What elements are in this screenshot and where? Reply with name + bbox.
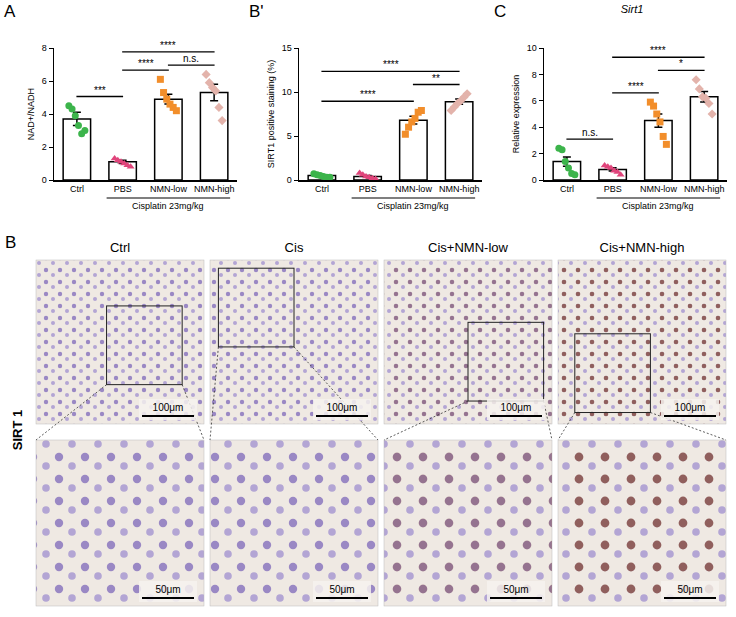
svg-text:100μm: 100μm (675, 402, 706, 413)
svg-text:NMN-low: NMN-low (150, 184, 187, 194)
svg-text:6: 6 (42, 76, 47, 86)
svg-text:Ctrl: Ctrl (560, 184, 574, 194)
svg-text:***: *** (94, 85, 106, 96)
svg-text:0: 0 (532, 175, 537, 185)
svg-text:50μm: 50μm (677, 584, 702, 595)
svg-text:n.s.: n.s. (582, 127, 598, 138)
svg-text:NAD+/NADH: NAD+/NADH (26, 88, 36, 140)
svg-text:Cisplatin 23mg/kg: Cisplatin 23mg/kg (132, 201, 204, 211)
svg-text:PBS: PBS (604, 184, 622, 194)
svg-text:15: 15 (282, 43, 292, 53)
svg-text:NMN-low: NMN-low (640, 184, 677, 194)
svg-text:Ctrl: Ctrl (70, 184, 84, 194)
svg-text:4: 4 (42, 109, 47, 119)
svg-text:NMN-low: NMN-low (395, 184, 432, 194)
svg-text:Cisplatin 23mg/kg: Cisplatin 23mg/kg (377, 201, 449, 211)
svg-text:SIRT1 positive staining (%): SIRT1 positive staining (%) (266, 60, 276, 168)
svg-text:10: 10 (282, 87, 292, 97)
svg-text:100μm: 100μm (327, 402, 358, 413)
svg-text:10: 10 (527, 43, 537, 53)
svg-text:Relative expression: Relative expression (511, 75, 521, 154)
svg-text:50μm: 50μm (329, 584, 354, 595)
svg-text:NMN-high: NMN-high (439, 184, 480, 194)
html-text:C: C (494, 2, 507, 21)
svg-text:****: **** (628, 81, 644, 92)
svg-text:NMN-high: NMN-high (684, 184, 725, 194)
svg-text:Cis+NMN-low: Cis+NMN-low (428, 240, 508, 255)
svg-text:50μm: 50μm (155, 584, 180, 595)
svg-text:****: **** (383, 59, 399, 70)
svg-text:n.s.: n.s. (183, 53, 199, 64)
svg-text:PBS: PBS (114, 184, 132, 194)
svg-text:2: 2 (532, 149, 537, 159)
svg-text:****: **** (360, 89, 376, 100)
svg-text:**: ** (432, 73, 440, 84)
svg-text:Cis+NMN-high: Cis+NMN-high (600, 240, 685, 255)
svg-text:****: **** (160, 40, 176, 51)
html-text:B': B' (249, 2, 264, 21)
svg-text:SIRT 1: SIRT 1 (10, 410, 25, 450)
svg-text:Sirt1: Sirt1 (621, 3, 644, 15)
svg-text:5: 5 (287, 131, 292, 141)
svg-text:0: 0 (42, 175, 47, 185)
svg-text:8: 8 (42, 43, 47, 53)
svg-text:Ctrl: Ctrl (110, 240, 130, 255)
svg-text:0: 0 (287, 175, 292, 185)
svg-text:8: 8 (532, 70, 537, 80)
svg-text:*: * (679, 58, 683, 69)
svg-text:6: 6 (532, 96, 537, 106)
svg-text:NMN-high: NMN-high (194, 184, 235, 194)
svg-text:Ctrl: Ctrl (315, 184, 329, 194)
svg-text:100μm: 100μm (501, 402, 532, 413)
html-text:A: A (4, 2, 16, 21)
svg-text:PBS: PBS (359, 184, 377, 194)
svg-text:100μm: 100μm (153, 402, 184, 413)
svg-text:Cisplatin 23mg/kg: Cisplatin 23mg/kg (622, 201, 694, 211)
svg-text:50μm: 50μm (503, 584, 528, 595)
svg-text:B: B (5, 233, 16, 252)
svg-text:Cis: Cis (285, 240, 304, 255)
svg-text:2: 2 (42, 142, 47, 152)
svg-text:****: **** (650, 45, 666, 56)
svg-text:****: **** (138, 58, 154, 69)
svg-text:4: 4 (532, 122, 537, 132)
